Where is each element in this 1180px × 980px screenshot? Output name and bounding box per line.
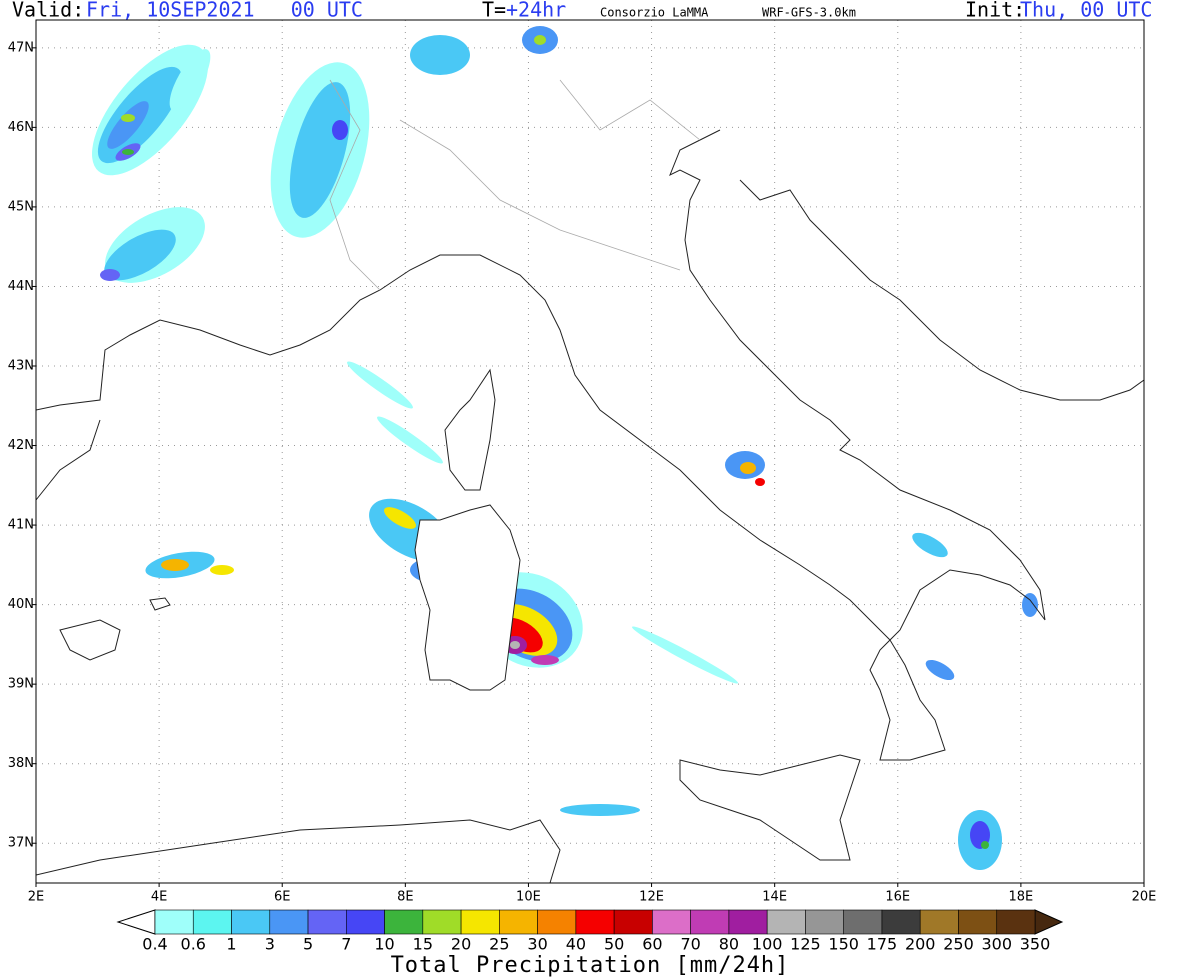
colorbar-label: 10 <box>374 935 394 954</box>
colorbar-label: 80 <box>719 935 739 954</box>
colorbar-under <box>116 909 156 935</box>
lon-label: 2E <box>28 890 45 905</box>
colorbar-label: 40 <box>566 935 586 954</box>
colorbar-box <box>231 909 271 935</box>
precipitation <box>92 26 1038 870</box>
colorbar-label: 350 <box>1020 935 1051 954</box>
colorbar-box <box>728 909 768 935</box>
colorbar-box <box>919 909 959 935</box>
lat-label: 43N <box>8 358 34 373</box>
colorbar-box <box>881 909 921 935</box>
colorbar-box <box>652 909 691 935</box>
lon-label: 4E <box>151 890 168 905</box>
colorbar-label: 7 <box>341 935 351 954</box>
init-time: Thu, 00 UTC <box>1020 0 1152 22</box>
lat-label: 44N <box>8 279 34 294</box>
valid-time: Fri, 10SEP2021 00 UTC <box>86 0 363 22</box>
colorbar-box <box>996 909 1036 935</box>
source: Consorzio LaMMA <box>600 6 709 20</box>
lon-label: 6E <box>274 890 291 905</box>
colorbar-label: 0.6 <box>181 935 206 954</box>
lat-label: 42N <box>8 438 34 453</box>
colorbar-box <box>843 909 883 935</box>
map-frame <box>35 19 1145 884</box>
header: Valid: Fri, 10SEP2021 00 UTC T= +24hr Co… <box>12 0 1152 22</box>
lead-time: +24hr <box>506 0 566 22</box>
colorbar-label: 70 <box>680 935 700 954</box>
colorbar-box <box>422 909 462 935</box>
colorbar-label: 30 <box>527 935 547 954</box>
colorbar-label: 20 <box>451 935 471 954</box>
coastlines <box>36 79 1144 883</box>
colorbar-box <box>499 909 538 935</box>
colorbar-label: 50 <box>604 935 624 954</box>
colorbar: Total Precipitation [mm/24h] 0.4 0.6 1 3 5 7 1… <box>116 909 1064 978</box>
model: WRF-GFS-3.0km <box>762 6 856 20</box>
colorbar-box <box>460 909 500 935</box>
colorbar-title: Total Precipitation [mm/24h] <box>391 953 790 978</box>
grid <box>36 20 1144 883</box>
lat-label: 39N <box>8 677 34 692</box>
axes: 2E 4E 6E 8E 10E 12E 14E 16E 18E 20E 37N 38N 39N 40N 41… <box>8 40 1157 904</box>
colorbar-label: 150 <box>828 935 859 954</box>
colorbar-label: 60 <box>642 935 662 954</box>
colorbar-label: 5 <box>303 935 313 954</box>
colorbar-box <box>346 909 385 935</box>
colorbar-label: 175 <box>867 935 898 954</box>
colorbar-label: 200 <box>905 935 936 954</box>
colorbar-box <box>805 909 844 935</box>
colorbar-box <box>766 909 806 935</box>
colorbar-box <box>269 909 309 935</box>
map <box>36 20 1144 883</box>
colorbar-label: 1 <box>226 935 236 954</box>
lat-label: 46N <box>8 120 34 135</box>
colorbar-label: 3 <box>265 935 275 954</box>
lat-label: 45N <box>8 199 34 214</box>
colorbar-label: 15 <box>413 935 433 954</box>
colorbar-box <box>192 909 232 935</box>
lat-label: 38N <box>8 756 34 771</box>
lon-label: 16E <box>885 890 910 905</box>
colorbar-box <box>384 909 424 935</box>
colorbar-label: 300 <box>981 935 1012 954</box>
lat-label: 41N <box>8 518 34 533</box>
colorbar-over <box>1034 909 1064 935</box>
colorbar-label: 250 <box>943 935 974 954</box>
lon-label: 18E <box>1009 890 1034 905</box>
colorbar-box <box>307 909 347 935</box>
lead-label: T= <box>482 0 506 22</box>
colorbar-box <box>575 909 615 935</box>
valid-label: Valid: <box>12 0 84 22</box>
colorbar-label: 125 <box>790 935 821 954</box>
colorbar-label: 25 <box>489 935 509 954</box>
colorbar-box <box>154 909 194 935</box>
colorbar-box <box>958 909 998 935</box>
colorbar-box <box>537 909 577 935</box>
colorbar-label: 100 <box>752 935 783 954</box>
lat-label: 37N <box>8 836 34 851</box>
init-label: Init: <box>965 0 1025 22</box>
lat-label: 40N <box>8 597 34 612</box>
lon-label: 12E <box>639 890 664 905</box>
lon-label: 10E <box>516 890 541 905</box>
lon-label: 14E <box>762 890 787 905</box>
lat-label: 47N <box>8 40 34 55</box>
colorbar-box <box>690 909 730 935</box>
lon-label: 20E <box>1132 890 1157 905</box>
colorbar-box <box>613 909 653 935</box>
lon-label: 8E <box>397 890 414 905</box>
colorbar-label: 0.4 <box>142 935 167 954</box>
